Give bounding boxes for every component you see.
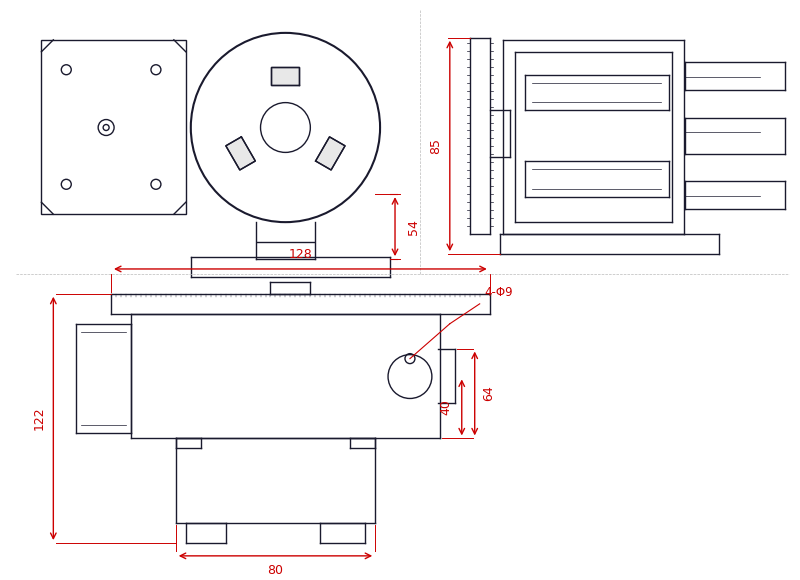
Text: 54: 54: [407, 219, 420, 234]
Text: 80: 80: [267, 564, 283, 577]
Text: 85: 85: [430, 138, 442, 154]
Text: 128: 128: [289, 248, 312, 261]
Bar: [42, 40, 186, 214]
Text: 64: 64: [482, 386, 495, 401]
Text: 40: 40: [439, 400, 452, 415]
FancyBboxPatch shape: [226, 137, 255, 170]
Text: 122: 122: [33, 407, 46, 430]
Text: 4-Φ9: 4-Φ9: [485, 286, 514, 299]
FancyBboxPatch shape: [315, 137, 345, 170]
FancyBboxPatch shape: [271, 67, 299, 85]
